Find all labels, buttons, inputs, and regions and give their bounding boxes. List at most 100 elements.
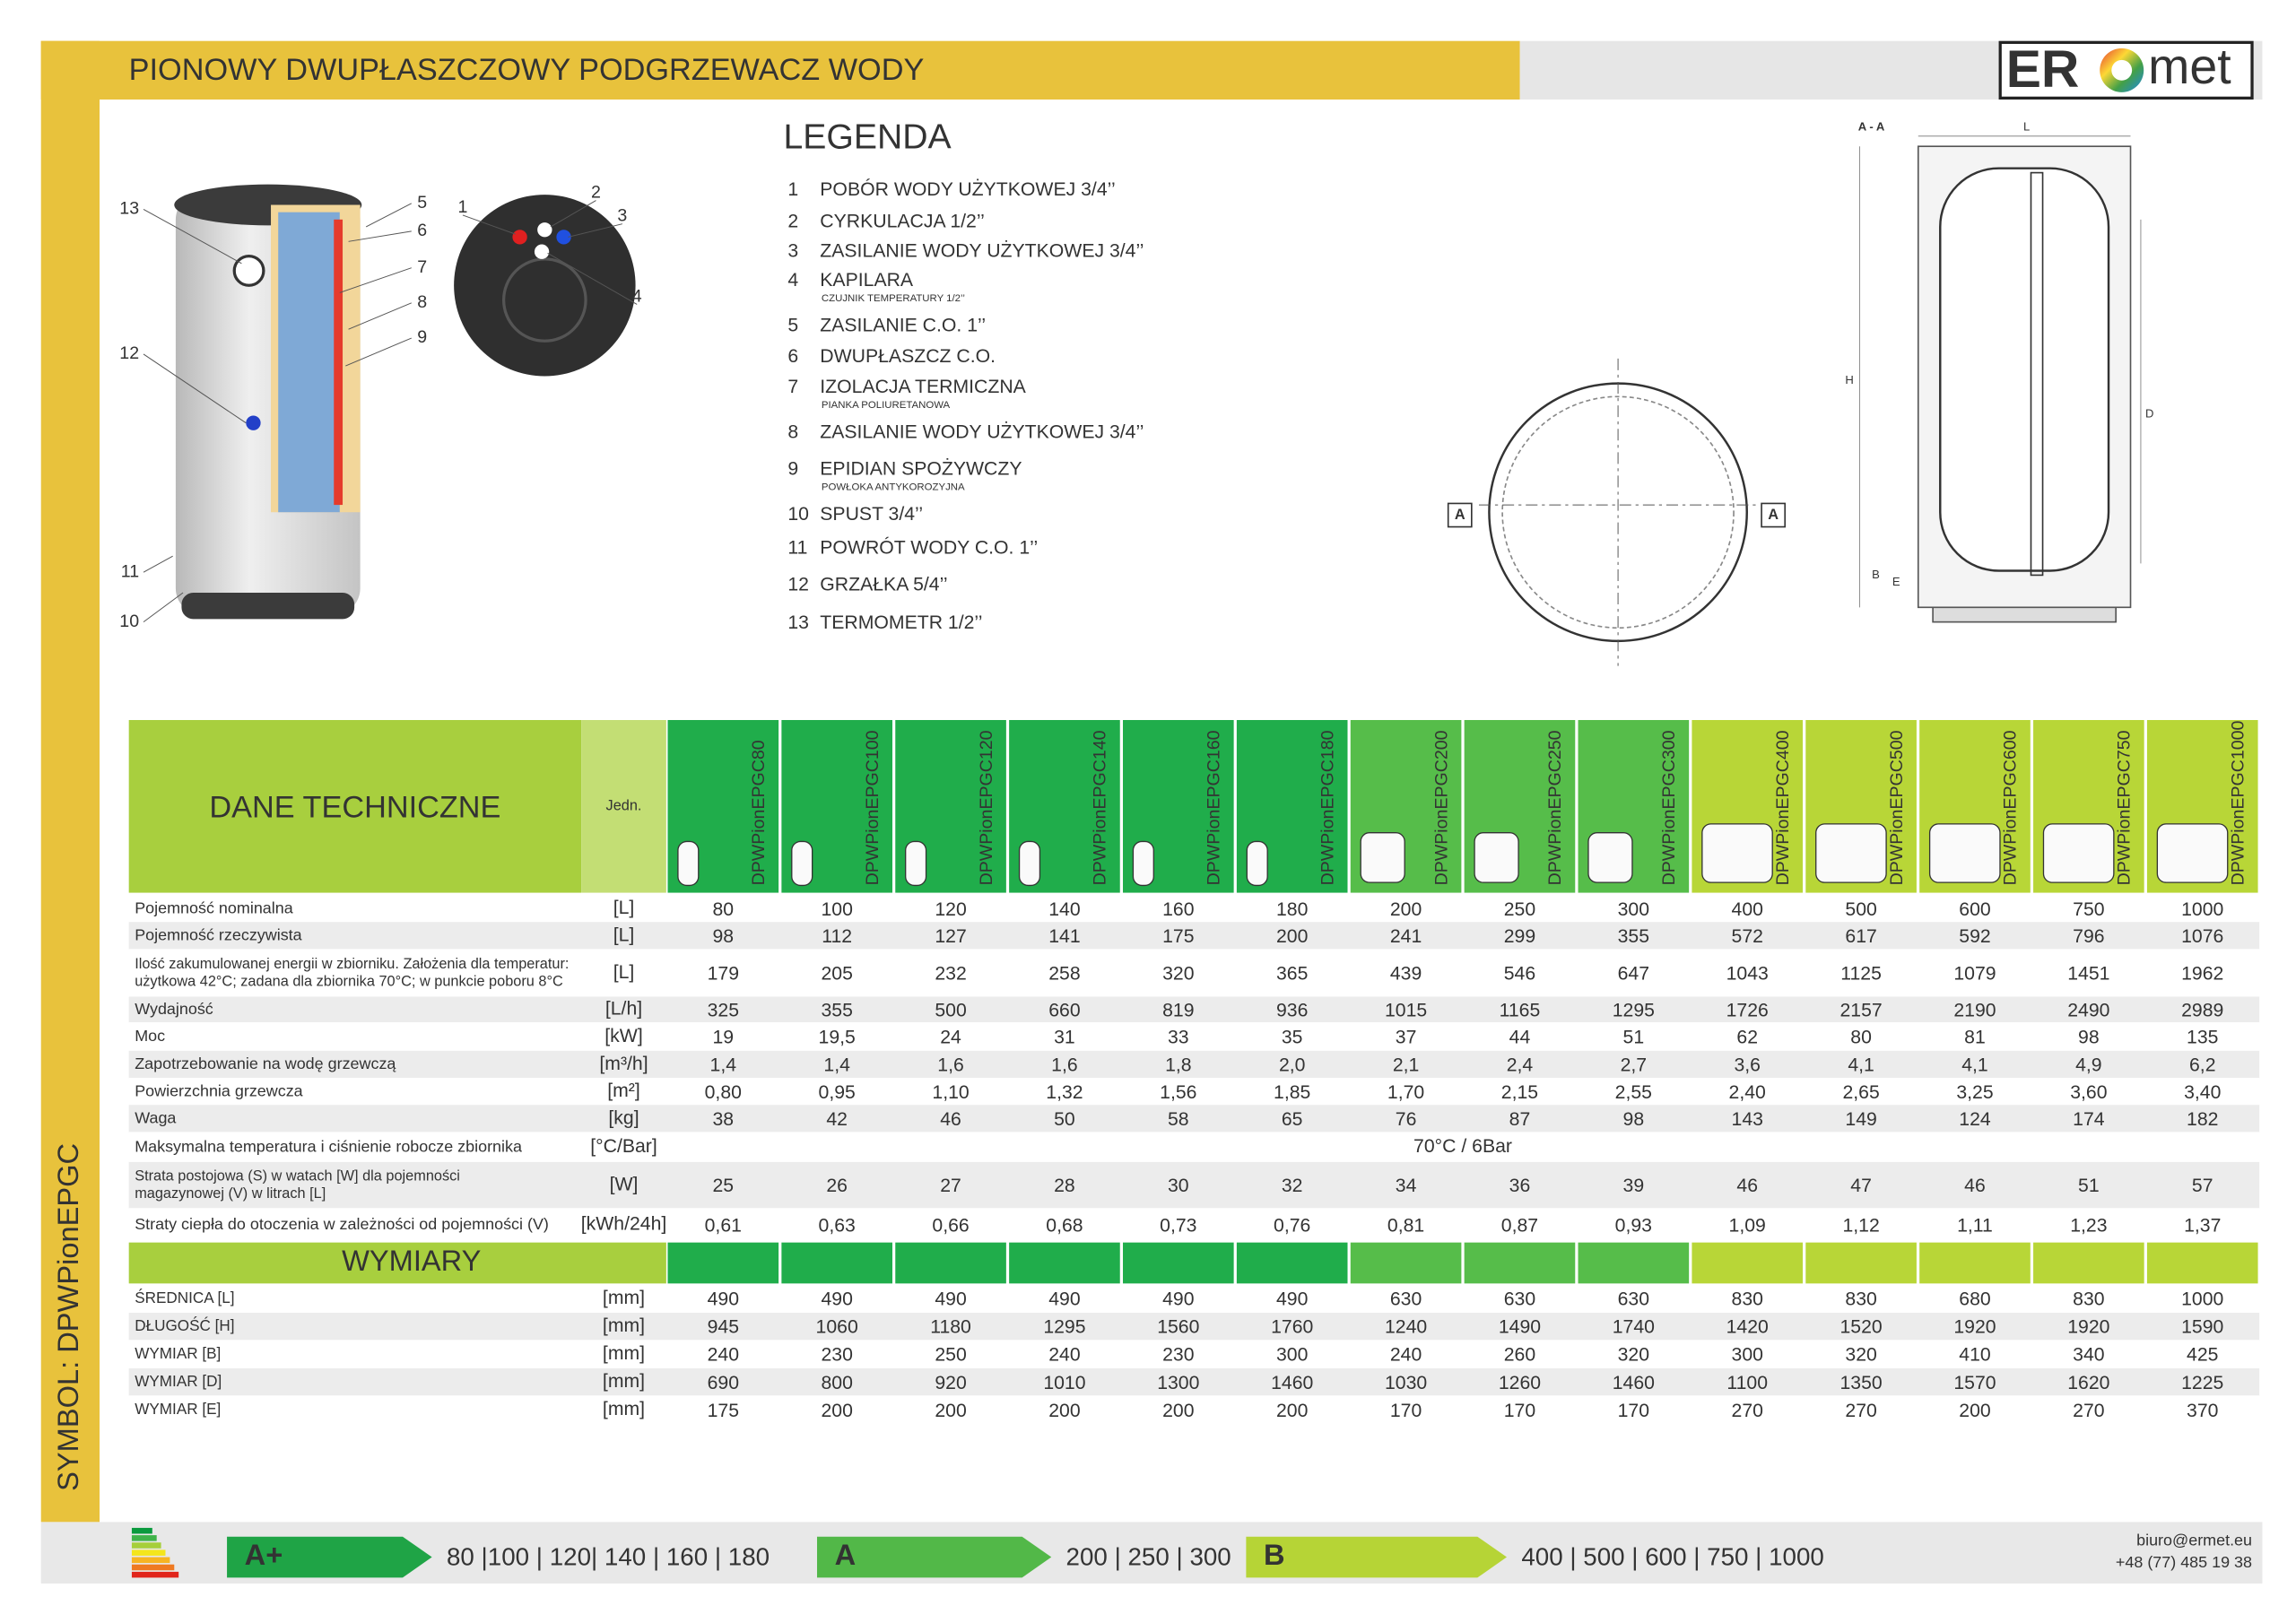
cell: 936 bbox=[1276, 1000, 1308, 1020]
cell: 920 bbox=[935, 1373, 966, 1393]
row-label: użytkowa 42°C; zadana dla zbiornika 70°C… bbox=[135, 973, 563, 989]
cell: 135 bbox=[2187, 1028, 2218, 1048]
unit-header: Jedn. bbox=[606, 798, 642, 814]
cell: 2,1 bbox=[1393, 1055, 1420, 1076]
row-unit: [kWh/24h] bbox=[581, 1214, 667, 1235]
cell: 647 bbox=[1618, 964, 1649, 985]
cell: 50 bbox=[1054, 1109, 1075, 1130]
cell: 1165 bbox=[1500, 1000, 1541, 1020]
cell: 149 bbox=[1845, 1109, 1876, 1130]
cell: 300 bbox=[1732, 1345, 1763, 1366]
drawing-label: A - A bbox=[1858, 119, 1885, 133]
cell: 320 bbox=[1845, 1345, 1876, 1366]
row-unit: [mm] bbox=[603, 1399, 645, 1419]
logo-text: ER bbox=[2006, 40, 2080, 99]
cell: 0,66 bbox=[932, 1215, 969, 1236]
cell: 250 bbox=[1504, 899, 1535, 920]
dims-header-cell bbox=[2033, 1242, 2144, 1284]
cell: 690 bbox=[708, 1373, 739, 1393]
cell: 340 bbox=[2073, 1345, 2104, 1366]
cell: 1,37 bbox=[2184, 1215, 2221, 1236]
section-foot bbox=[1932, 606, 2117, 623]
cell: 1,4 bbox=[823, 1055, 850, 1076]
cell: 1620 bbox=[2067, 1373, 2109, 1393]
tank-icon bbox=[1928, 823, 2001, 883]
line bbox=[550, 200, 596, 228]
title-band bbox=[40, 40, 1520, 100]
cell: 1590 bbox=[2181, 1317, 2223, 1338]
cell: 1030 bbox=[1385, 1373, 1427, 1393]
dims-header-cell bbox=[781, 1242, 892, 1284]
cell: 572 bbox=[1732, 926, 1763, 947]
line bbox=[365, 203, 413, 228]
row-unit: [mm] bbox=[603, 1288, 645, 1308]
cell: 0,81 bbox=[1387, 1215, 1424, 1236]
cell: 6,2 bbox=[2189, 1055, 2216, 1076]
page-title: PIONOWY DWUPŁASZCZOWY PODGRZEWACZ WODY bbox=[129, 53, 925, 87]
callout-number: 1 bbox=[457, 197, 467, 217]
dims-header-cell bbox=[1123, 1242, 1234, 1284]
cell: 240 bbox=[1048, 1345, 1080, 1366]
energy-scale-bar bbox=[131, 1542, 161, 1549]
row-unit: [mm] bbox=[603, 1343, 645, 1364]
cell: 300 bbox=[1618, 899, 1649, 920]
legend-number: 11 bbox=[787, 538, 807, 559]
cell: 830 bbox=[2073, 1289, 2104, 1310]
side-band bbox=[40, 40, 100, 1523]
line bbox=[547, 252, 638, 305]
cell: 0,68 bbox=[1046, 1215, 1083, 1236]
cell: 1350 bbox=[1839, 1373, 1882, 1393]
cell: 200 bbox=[821, 1401, 852, 1421]
dims-header-cell bbox=[1464, 1242, 1576, 1284]
cell: 425 bbox=[2187, 1345, 2218, 1366]
cell: 174 bbox=[2073, 1109, 2105, 1130]
cell: 819 bbox=[1162, 1000, 1194, 1020]
cell: 175 bbox=[708, 1401, 739, 1421]
energy-arrow bbox=[1246, 1536, 1507, 1578]
logo-o-inner bbox=[2111, 59, 2133, 81]
cell: 1000 bbox=[2181, 899, 2223, 920]
line bbox=[143, 353, 247, 424]
cell: 830 bbox=[1845, 1289, 1876, 1310]
row-unit: [kg] bbox=[608, 1107, 639, 1128]
row-label: Waga bbox=[135, 1108, 176, 1126]
tank-icon bbox=[905, 840, 927, 887]
cell: 1180 bbox=[930, 1317, 971, 1338]
cell: 1,56 bbox=[1160, 1082, 1196, 1103]
table-header-label bbox=[128, 719, 582, 893]
legend-number: 10 bbox=[787, 504, 809, 525]
cell: 1460 bbox=[1271, 1373, 1313, 1393]
cell: 400 bbox=[1732, 899, 1763, 920]
cell: 500 bbox=[1845, 899, 1876, 920]
table-header-unit bbox=[581, 719, 666, 893]
cell: 200 bbox=[1276, 1401, 1308, 1421]
row-unit: [m³/h] bbox=[599, 1054, 648, 1074]
cell: 1740 bbox=[1613, 1317, 1655, 1338]
cell: 26 bbox=[826, 1176, 848, 1196]
cell: 365 bbox=[1276, 964, 1308, 985]
legend-number: 7 bbox=[787, 377, 798, 397]
cell: 410 bbox=[1959, 1345, 1990, 1366]
legend-label: KAPILARA bbox=[820, 270, 914, 291]
model-name: DPWPionEPGC250 bbox=[1545, 730, 1565, 885]
section-mark bbox=[1447, 502, 1473, 528]
plan-inner bbox=[1501, 395, 1735, 629]
tank-icon bbox=[2156, 823, 2229, 883]
legend-label: ZASILANIE C.O. 1’’ bbox=[820, 316, 986, 336]
tank-icon bbox=[1474, 832, 1519, 883]
cell: 80 bbox=[712, 899, 734, 920]
cell: 1,4 bbox=[710, 1055, 737, 1076]
cell: 1520 bbox=[1839, 1317, 1882, 1338]
legend-label: CYRKULACJA 1/2’’ bbox=[820, 212, 985, 232]
legend-label: GRZAŁKA 5/4’’ bbox=[820, 574, 947, 595]
callout-number: 7 bbox=[417, 257, 427, 277]
dims-header-cell bbox=[1236, 1242, 1348, 1284]
row-label: Straty ciepła do otoczenia w zależności … bbox=[135, 1215, 549, 1233]
drawing-label: B bbox=[1872, 568, 1880, 581]
line bbox=[348, 230, 412, 242]
cell: 1240 bbox=[1385, 1317, 1427, 1338]
row-label: DŁUGOŚĆ [H] bbox=[135, 1316, 234, 1334]
top-view bbox=[454, 195, 636, 377]
cell: 2,65 bbox=[1842, 1082, 1879, 1103]
cell: 630 bbox=[1618, 1289, 1649, 1310]
